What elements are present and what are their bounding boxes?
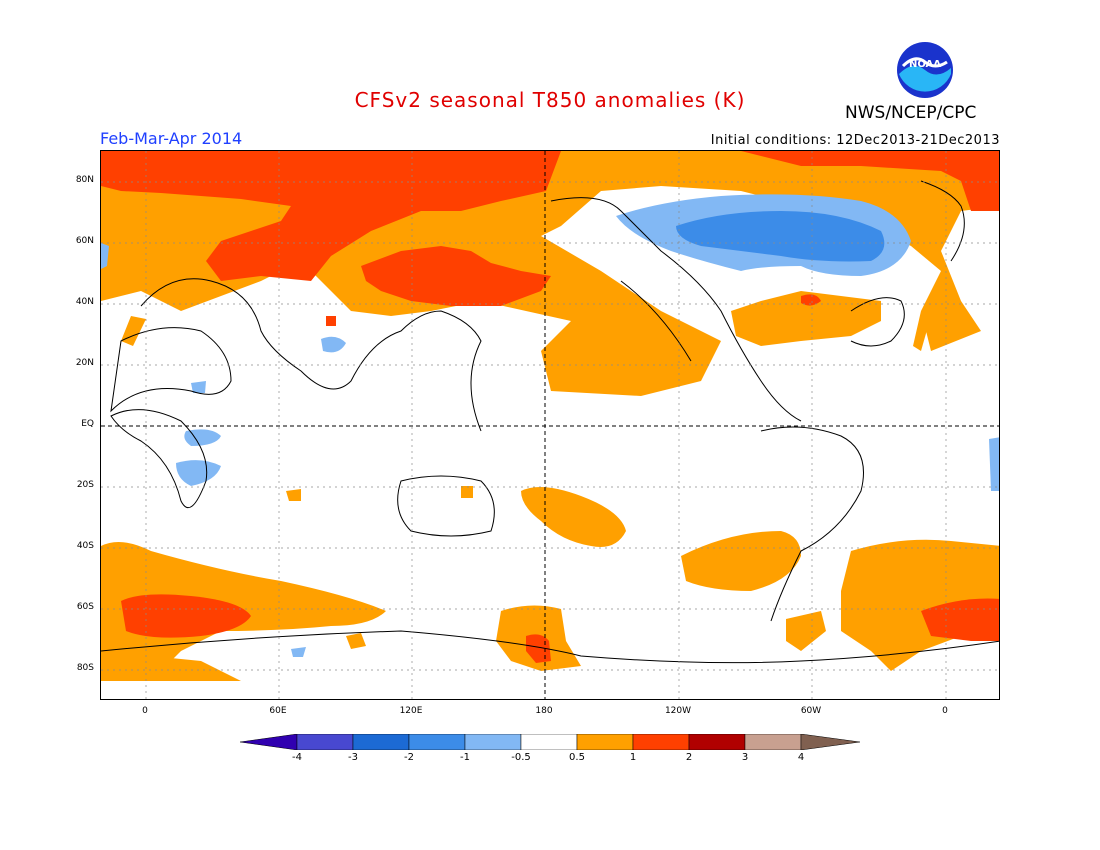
map-title: CFSv2 seasonal T850 anomalies (K) xyxy=(354,88,746,112)
anomaly-map xyxy=(100,150,1000,700)
agency-label: NWS/NCEP/CPC xyxy=(845,103,977,123)
colorbar-swatch xyxy=(688,733,746,751)
colorbar-swatch xyxy=(576,733,634,751)
graticule xyxy=(101,151,999,699)
colorbar-swatch xyxy=(744,733,802,751)
colorbar-label: 0.5 xyxy=(569,752,585,763)
colorbar-swatch xyxy=(352,733,410,751)
lon-label: 0 xyxy=(142,706,148,716)
colorbar xyxy=(239,733,861,751)
anomaly-positive-moderate xyxy=(101,151,999,663)
lon-label: 120W xyxy=(664,706,692,716)
lat-label: 80N xyxy=(75,175,94,185)
equator-dateline xyxy=(101,151,999,699)
lat-label: 60N xyxy=(75,236,94,246)
colorbar-swatch xyxy=(296,733,354,751)
colorbar-label: -0.5 xyxy=(511,752,531,763)
lon-label: 120E xyxy=(399,706,423,716)
colorbar-swatch xyxy=(632,733,690,751)
lat-label: 40N xyxy=(75,297,94,307)
lon-label: 60E xyxy=(269,706,287,716)
lon-label: 0 xyxy=(942,706,948,716)
anomaly-negative-moderate xyxy=(676,211,885,262)
forecast-period: Feb-Mar-Apr 2014 xyxy=(100,129,243,148)
lat-label: 80S xyxy=(76,663,94,673)
colorbar-label: -3 xyxy=(348,752,358,763)
colorbar-swatch xyxy=(408,733,466,751)
colorbar-label: -2 xyxy=(404,752,414,763)
lat-label: 60S xyxy=(76,602,94,612)
colorbar-swatch xyxy=(464,733,522,751)
lat-label: 20S xyxy=(76,480,94,490)
lat-label: 20N xyxy=(75,358,94,368)
lat-label: EQ xyxy=(81,419,94,429)
coastlines xyxy=(101,180,999,664)
colorbar-label: -4 xyxy=(292,752,302,763)
colorbar-label: -1 xyxy=(460,752,470,763)
colorbar-label: 3 xyxy=(741,752,749,763)
colorbar-label: 1 xyxy=(629,752,637,763)
lon-label: 180 xyxy=(535,706,553,716)
colorbar-swatch xyxy=(520,733,578,751)
initial-conditions: Initial conditions: 12Dec2013-21Dec2013 xyxy=(710,133,1000,148)
lon-label: 60W xyxy=(800,706,822,716)
colorbar-label: 2 xyxy=(685,752,693,763)
logo-text: NOAA xyxy=(909,59,941,70)
noaa-logo: NOAA xyxy=(895,40,955,100)
colorbar-arrow-min xyxy=(239,733,298,751)
colorbar-label: 4 xyxy=(797,752,805,763)
colorbar-arrow-max xyxy=(800,733,861,751)
lat-label: 40S xyxy=(76,541,94,551)
